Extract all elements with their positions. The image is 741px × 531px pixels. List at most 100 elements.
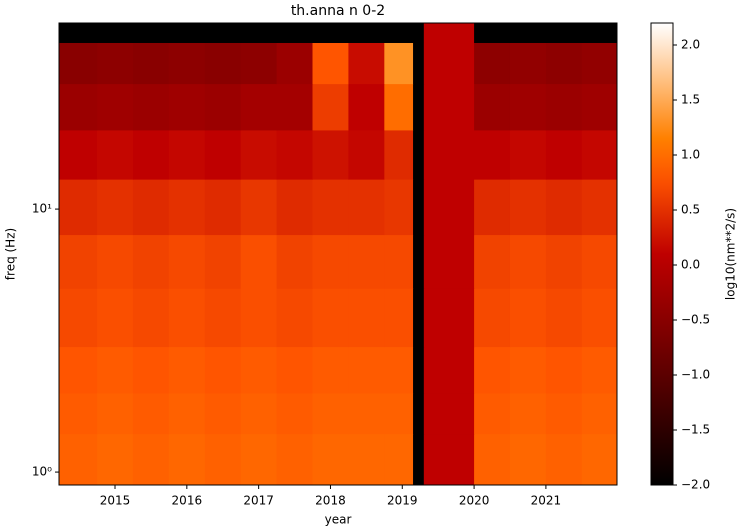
heatmap-cell: [204, 433, 242, 486]
heatmap-cell: [348, 83, 385, 131]
heatmap-cell: [509, 392, 547, 435]
heatmap-cell: [312, 23, 349, 43]
heatmap-cell: [348, 288, 385, 348]
heatmap-cell: [581, 42, 618, 85]
heatmap-cell: [132, 23, 170, 43]
heatmap-cell: [545, 346, 583, 394]
heatmap-cell: [509, 179, 547, 236]
colorbar-tick-label: 0.0: [681, 258, 700, 272]
heatmap-cell: [276, 23, 314, 43]
heatmap-cell: [312, 288, 349, 348]
heatmap-cell: [204, 83, 242, 131]
heatmap-cell: [384, 42, 414, 85]
heatmap-cell: [59, 23, 98, 43]
heatmap-cell: [423, 83, 475, 131]
heatmap-cell: [384, 346, 414, 394]
heatmap-cell: [240, 23, 278, 43]
heatmap-cell: [413, 433, 425, 486]
heatmap-cell: [97, 346, 134, 394]
colorbar-tick-label: −1.0: [681, 368, 710, 382]
heatmap-cell: [474, 42, 511, 85]
heatmap-cell: [276, 433, 314, 486]
heatmap-cell: [384, 179, 414, 236]
heatmap-cell: [276, 288, 314, 348]
heatmap-cell: [204, 129, 242, 180]
heatmap-cell: [423, 288, 475, 348]
heatmap-cell: [545, 234, 583, 289]
heatmap-cell: [545, 179, 583, 236]
heatmap-cell: [97, 23, 134, 43]
heatmap-cell: [168, 83, 206, 131]
heatmap-cell: [276, 234, 314, 289]
heatmap-cell: [509, 346, 547, 394]
heatmap-cell: [413, 23, 425, 43]
heatmap-cell: [581, 392, 618, 435]
heatmap-cell: [240, 288, 278, 348]
colorbar-tick-label: 2.0: [681, 38, 700, 52]
heatmap-cell: [97, 42, 134, 85]
colorbar-tick-label: −1.5: [681, 423, 710, 437]
heatmap-cell: [423, 42, 475, 85]
heatmap-cell: [168, 179, 206, 236]
heatmap-cell: [132, 83, 170, 131]
heatmap-cell: [168, 23, 206, 43]
heatmap-cell: [97, 83, 134, 131]
heatmap-cell: [312, 129, 349, 180]
heatmap-cell: [384, 83, 414, 131]
heatmap-cell: [413, 179, 425, 236]
y-tick-label: 10¹: [32, 202, 52, 216]
heatmap-cell: [276, 346, 314, 394]
heatmap-cell: [132, 346, 170, 394]
colorbar-tick-label: −0.5: [681, 313, 710, 327]
heatmap-cell: [413, 392, 425, 435]
heatmap-cell: [348, 234, 385, 289]
heatmap-cell: [413, 288, 425, 348]
heatmap-cell: [204, 179, 242, 236]
heatmap-cell: [59, 433, 98, 486]
heatmap-cell: [413, 42, 425, 85]
heatmap-cell: [132, 288, 170, 348]
heatmap-cell: [132, 129, 170, 180]
x-tick-label: 2016: [172, 494, 203, 508]
heatmap-cell: [384, 129, 414, 180]
heatmap-cell: [423, 234, 475, 289]
heatmap-cell: [240, 346, 278, 394]
heatmap-cell: [59, 83, 98, 131]
heatmap-cell: [97, 129, 134, 180]
x-tick-label: 2019: [387, 494, 418, 508]
x-tick-label: 2015: [100, 494, 131, 508]
heatmap-cell: [474, 392, 511, 435]
heatmap-cell: [168, 346, 206, 394]
heatmap-cell: [509, 433, 547, 486]
heatmap-cell: [59, 234, 98, 289]
heatmap-cell: [168, 392, 206, 435]
heatmap-cell: [97, 179, 134, 236]
heatmap-cell: [509, 42, 547, 85]
heatmap-cell: [545, 392, 583, 435]
heatmap-cell: [59, 346, 98, 394]
heatmap-cell: [581, 288, 618, 348]
heatmap-cell: [240, 234, 278, 289]
y-axis-label: freq (Hz): [4, 228, 18, 280]
heatmap-cell: [545, 42, 583, 85]
heatmap-cell: [240, 129, 278, 180]
heatmap-cell: [312, 234, 349, 289]
heatmap-cell: [348, 433, 385, 486]
heatmap-cell: [581, 433, 618, 486]
heatmap-cell: [509, 288, 547, 348]
heatmap-cell: [312, 346, 349, 394]
heatmap-cell: [581, 83, 618, 131]
heatmap-cell: [132, 42, 170, 85]
x-tick-label: 2020: [459, 494, 490, 508]
heatmap-cell: [97, 392, 134, 435]
heatmap-cell: [423, 346, 475, 394]
heatmap-cell: [413, 83, 425, 131]
heatmap-cell: [545, 23, 583, 43]
x-tick-label: 2021: [531, 494, 562, 508]
heatmap-cell: [132, 179, 170, 236]
heatmap-cell: [168, 433, 206, 486]
plot-frame: [58, 22, 618, 486]
heatmap-cell: [240, 433, 278, 486]
colorbar-tick-label: −2.0: [681, 478, 710, 492]
